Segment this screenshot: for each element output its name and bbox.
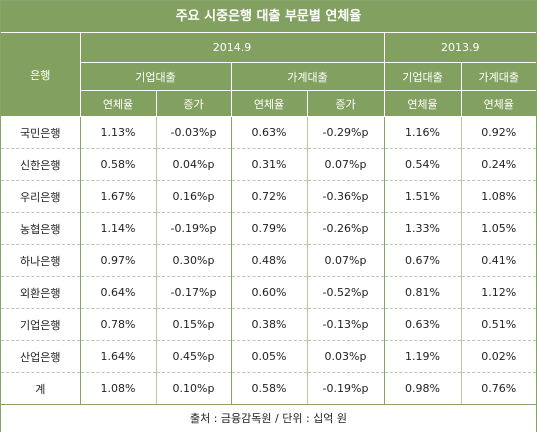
corp-rate-2014: 0.97%: [80, 244, 157, 277]
source-note: 출처 : 금융감독원 / 단위 : 십억 원: [1, 404, 536, 433]
header-period-2013: 2013.9: [384, 33, 536, 63]
header-house-loans-2014: 가계대출: [231, 62, 385, 91]
corp-rate-2013: 0.81%: [384, 276, 462, 309]
header-row-metrics: 연체율 증가 연체율 증가 연체율 연체율: [1, 90, 536, 117]
corp-rate-2013: 1.33%: [384, 212, 462, 245]
table-row: 외환은행 0.64% -0.17%p 0.60% -0.52%p 0.81% 1…: [1, 276, 536, 309]
house-rate-2014: 0.05%: [231, 340, 308, 373]
bank-name: 하나은행: [1, 244, 81, 277]
table-row: 농협은행 1.14% -0.19%p 0.79% -0.26%p 1.33% 1…: [1, 212, 536, 245]
table-row: 기업은행 0.78% 0.15%p 0.38% -0.13%p 0.63% 0.…: [1, 308, 536, 341]
header-corp-rate-2013: 연체율: [384, 90, 462, 117]
house-increase-2014: -0.29%p: [307, 116, 385, 149]
table-title: 주요 시중은행 대출 부문별 연체율: [1, 1, 536, 33]
corp-rate-2013: 0.98%: [384, 372, 462, 405]
header-bank: 은행: [1, 33, 81, 117]
house-rate-2014: 0.72%: [231, 180, 308, 213]
corp-rate-2014: 1.67%: [80, 180, 157, 213]
corp-rate-2013: 1.16%: [384, 116, 462, 149]
bank-name: 외환은행: [1, 276, 81, 309]
bank-name: 기업은행: [1, 308, 81, 341]
header-house-rate-2014: 연체율: [231, 90, 308, 117]
house-rate-2013: 0.92%: [461, 116, 536, 149]
house-rate-2013: 0.24%: [461, 148, 536, 181]
bank-name: 농협은행: [1, 212, 81, 245]
house-increase-2014: 0.03%p: [307, 340, 385, 373]
house-increase-2014: -0.26%p: [307, 212, 385, 245]
corp-increase-2014: -0.19%p: [156, 212, 232, 245]
corp-rate-2014: 0.64%: [80, 276, 157, 309]
house-increase-2014: 0.07%p: [307, 148, 385, 181]
corp-increase-2014: 0.15%p: [156, 308, 232, 341]
house-rate-2014: 0.38%: [231, 308, 308, 341]
house-rate-2014: 0.63%: [231, 116, 308, 149]
corp-rate-2014: 1.13%: [80, 116, 157, 149]
house-rate-2014: 0.58%: [231, 372, 308, 405]
house-increase-2014: -0.19%p: [307, 372, 385, 405]
corp-increase-2014: 0.30%p: [156, 244, 232, 277]
corp-rate-2013: 0.54%: [384, 148, 462, 181]
corp-increase-2014: -0.17%p: [156, 276, 232, 309]
header-row-loan-types: 기업대출 가계대출 기업대출 가계대출: [1, 62, 536, 91]
house-increase-2014: 0.07%p: [307, 244, 385, 277]
corp-increase-2014: 0.16%p: [156, 180, 232, 213]
corp-rate-2013: 1.19%: [384, 340, 462, 373]
table-row-total: 계 1.08% 0.10%p 0.58% -0.19%p 0.98% 0.76%: [1, 372, 536, 405]
corp-rate-2013: 0.67%: [384, 244, 462, 277]
house-rate-2013: 1.08%: [461, 180, 536, 213]
house-rate-2014: 0.60%: [231, 276, 308, 309]
house-rate-2013: 1.05%: [461, 212, 536, 245]
table-row: 하나은행 0.97% 0.30%p 0.48% 0.07%p 0.67% 0.4…: [1, 244, 536, 277]
delinquency-table: 은행 2014.9 2013.9 기업대출 가계대출 기업대출 가계대출 연체율…: [1, 33, 536, 405]
house-rate-2013: 0.02%: [461, 340, 536, 373]
house-rate-2014: 0.48%: [231, 244, 308, 277]
bank-name: 산업은행: [1, 340, 81, 373]
table-row: 신한은행 0.58% 0.04%p 0.31% 0.07%p 0.54% 0.2…: [1, 148, 536, 181]
header-row-periods: 은행 2014.9 2013.9: [1, 33, 536, 117]
house-rate-2013: 0.51%: [461, 308, 536, 341]
corp-rate-2014: 1.64%: [80, 340, 157, 373]
house-increase-2014: -0.13%p: [307, 308, 385, 341]
corp-increase-2014: -0.03%p: [156, 116, 232, 149]
corp-rate-2014: 0.78%: [80, 308, 157, 341]
house-rate-2013: 0.76%: [461, 372, 536, 405]
corp-increase-2014: 0.45%p: [156, 340, 232, 373]
house-rate-2014: 0.31%: [231, 148, 308, 181]
table-row: 우리은행 1.67% 0.16%p 0.72% -0.36%p 1.51% 1.…: [1, 180, 536, 213]
corp-rate-2013: 1.51%: [384, 180, 462, 213]
corp-increase-2014: 0.04%p: [156, 148, 232, 181]
header-corp-rate-2014: 연체율: [80, 90, 157, 117]
house-rate-2013: 1.12%: [461, 276, 536, 309]
corp-rate-2013: 0.63%: [384, 308, 462, 341]
house-increase-2014: -0.36%p: [307, 180, 385, 213]
bank-name: 우리은행: [1, 180, 81, 213]
house-rate-2013: 0.41%: [461, 244, 536, 277]
house-increase-2014: -0.52%p: [307, 276, 385, 309]
header-house-increase-2014: 증가: [307, 90, 385, 117]
corp-rate-2014: 1.14%: [80, 212, 157, 245]
header-house-loans-2013: 가계대출: [461, 62, 536, 91]
header-corp-increase-2014: 증가: [156, 90, 232, 117]
table-row: 산업은행 1.64% 0.45%p 0.05% 0.03%p 1.19% 0.0…: [1, 340, 536, 373]
corp-increase-2014: 0.10%p: [156, 372, 232, 405]
header-period-2014: 2014.9: [80, 33, 385, 63]
bank-name: 계: [1, 372, 81, 405]
header-corp-loans-2014: 기업대출: [80, 62, 232, 91]
table-row: 국민은행 1.13% -0.03%p 0.63% -0.29%p 1.16% 0…: [1, 116, 536, 149]
corp-rate-2014: 0.58%: [80, 148, 157, 181]
header-corp-loans-2013: 기업대출: [384, 62, 462, 91]
house-rate-2014: 0.79%: [231, 212, 308, 245]
bank-name: 국민은행: [1, 116, 81, 149]
corp-rate-2014: 1.08%: [80, 372, 157, 405]
header-house-rate-2013: 연체율: [461, 90, 536, 117]
bank-name: 신한은행: [1, 148, 81, 181]
